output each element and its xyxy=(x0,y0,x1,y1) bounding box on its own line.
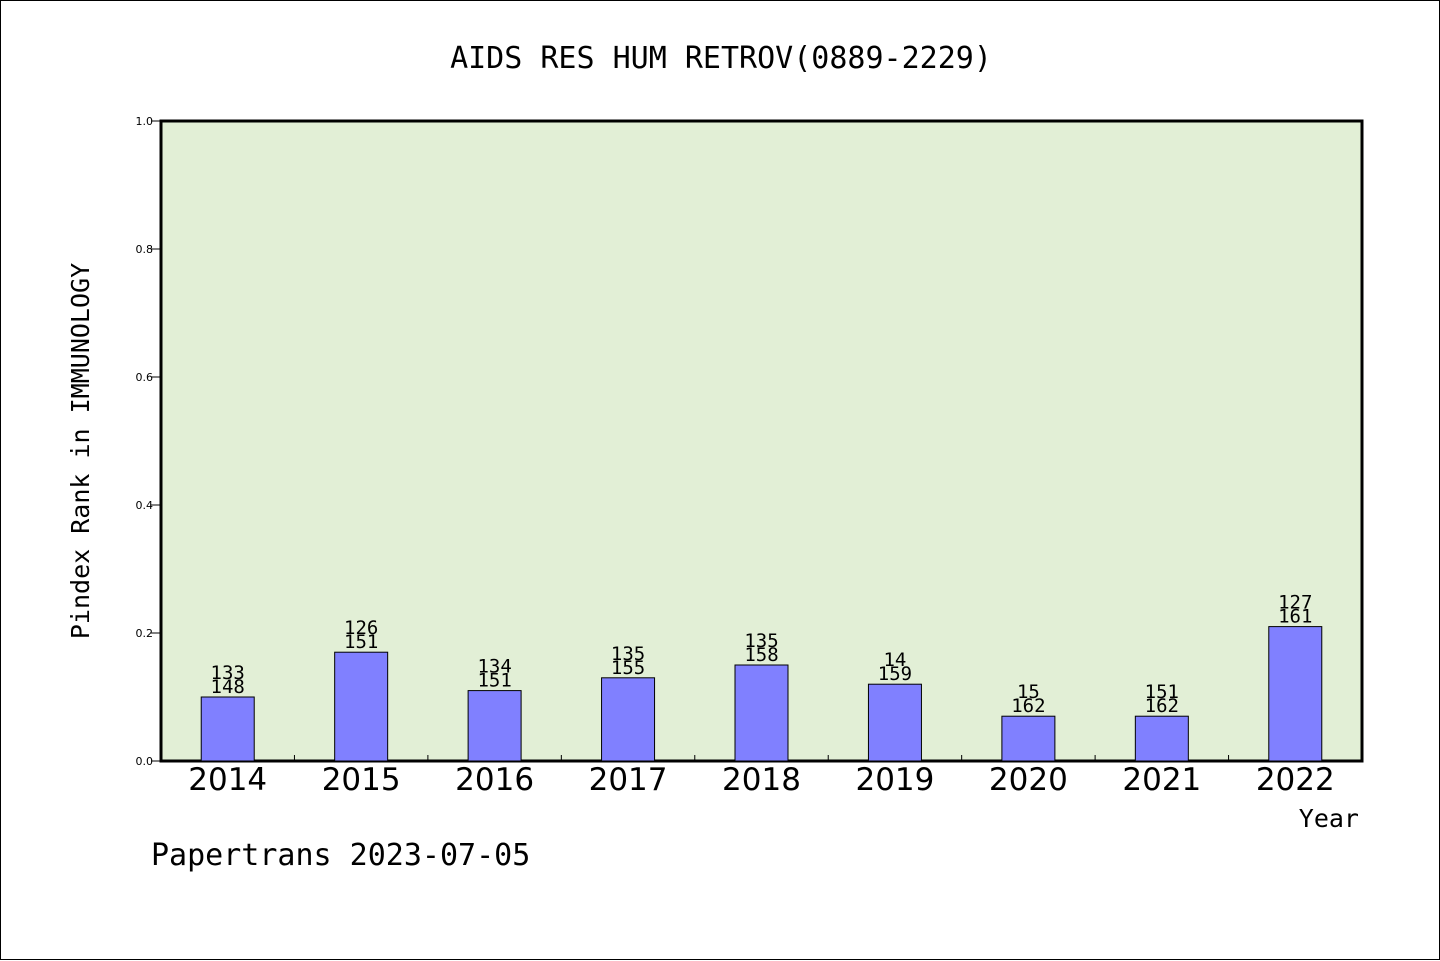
bars xyxy=(200,626,1323,762)
bar xyxy=(867,683,922,762)
bar-label-top: 133 xyxy=(211,662,245,684)
y-tick-label: 1.0 xyxy=(136,115,154,128)
bar-label-top: 15 xyxy=(1017,681,1040,703)
y-tick-label: 0.4 xyxy=(136,499,154,512)
y-tick-label: 0.2 xyxy=(136,627,154,640)
footer-credit: Papertrans 2023-07-05 xyxy=(151,838,530,873)
x-axis: 2014 2015 2016 2017 2018 2019 2020 2021 2022 xyxy=(188,755,1335,798)
x-tick-label: 2020 xyxy=(989,762,1068,798)
x-tick-label: 2016 xyxy=(455,762,534,798)
bar xyxy=(467,690,522,762)
bar-label-top: 134 xyxy=(477,656,511,678)
bar-label-top: 151 xyxy=(1145,681,1179,703)
chart-title: AIDS RES HUM RETROV(0889-2229) xyxy=(450,41,992,76)
x-tick-label: 2015 xyxy=(322,762,401,798)
bar-label-bottom: 162 xyxy=(1145,695,1179,717)
y-axis-label: Pindex Rank in IMMUNOLOGY xyxy=(66,263,95,639)
bar-label-bottom: 155 xyxy=(611,657,645,679)
bar xyxy=(734,664,789,762)
bar-label-bottom: 161 xyxy=(1278,606,1312,628)
bar-label-bottom: 148 xyxy=(211,676,245,698)
bar-label-bottom: 162 xyxy=(1011,695,1045,717)
bar-label-bottom: 158 xyxy=(744,644,778,666)
x-tick-label: 2018 xyxy=(722,762,801,798)
x-axis-label: Year xyxy=(1299,804,1359,833)
bar xyxy=(200,696,255,762)
bar-label-top: 126 xyxy=(344,617,378,639)
bar-label-bottom: 159 xyxy=(878,663,912,685)
y-tick-label: 0.8 xyxy=(136,243,154,256)
x-tick-label: 2019 xyxy=(855,762,934,798)
bar-label-top: 135 xyxy=(611,643,645,665)
bar-label-top: 14 xyxy=(883,649,906,671)
y-tick-label: 0.6 xyxy=(136,371,154,384)
bar xyxy=(601,677,656,762)
x-tick-label: 2022 xyxy=(1256,762,1335,798)
x-tick-label: 2021 xyxy=(1122,762,1201,798)
bar-label-bottom: 151 xyxy=(477,670,511,692)
y-axis: 0.0 0.2 0.4 0.6 0.8 1.0 xyxy=(136,115,161,768)
bar xyxy=(1268,626,1323,762)
y-tick-label: 0.0 xyxy=(136,755,154,768)
bar-label-top: 127 xyxy=(1278,592,1312,614)
bar xyxy=(1001,715,1056,762)
bar xyxy=(1134,715,1189,762)
bar xyxy=(334,651,389,762)
bar-label-top: 135 xyxy=(744,630,778,652)
bar-label-bottom: 151 xyxy=(344,631,378,653)
x-tick-label: 2017 xyxy=(589,762,668,798)
x-tick-label: 2014 xyxy=(188,762,267,798)
